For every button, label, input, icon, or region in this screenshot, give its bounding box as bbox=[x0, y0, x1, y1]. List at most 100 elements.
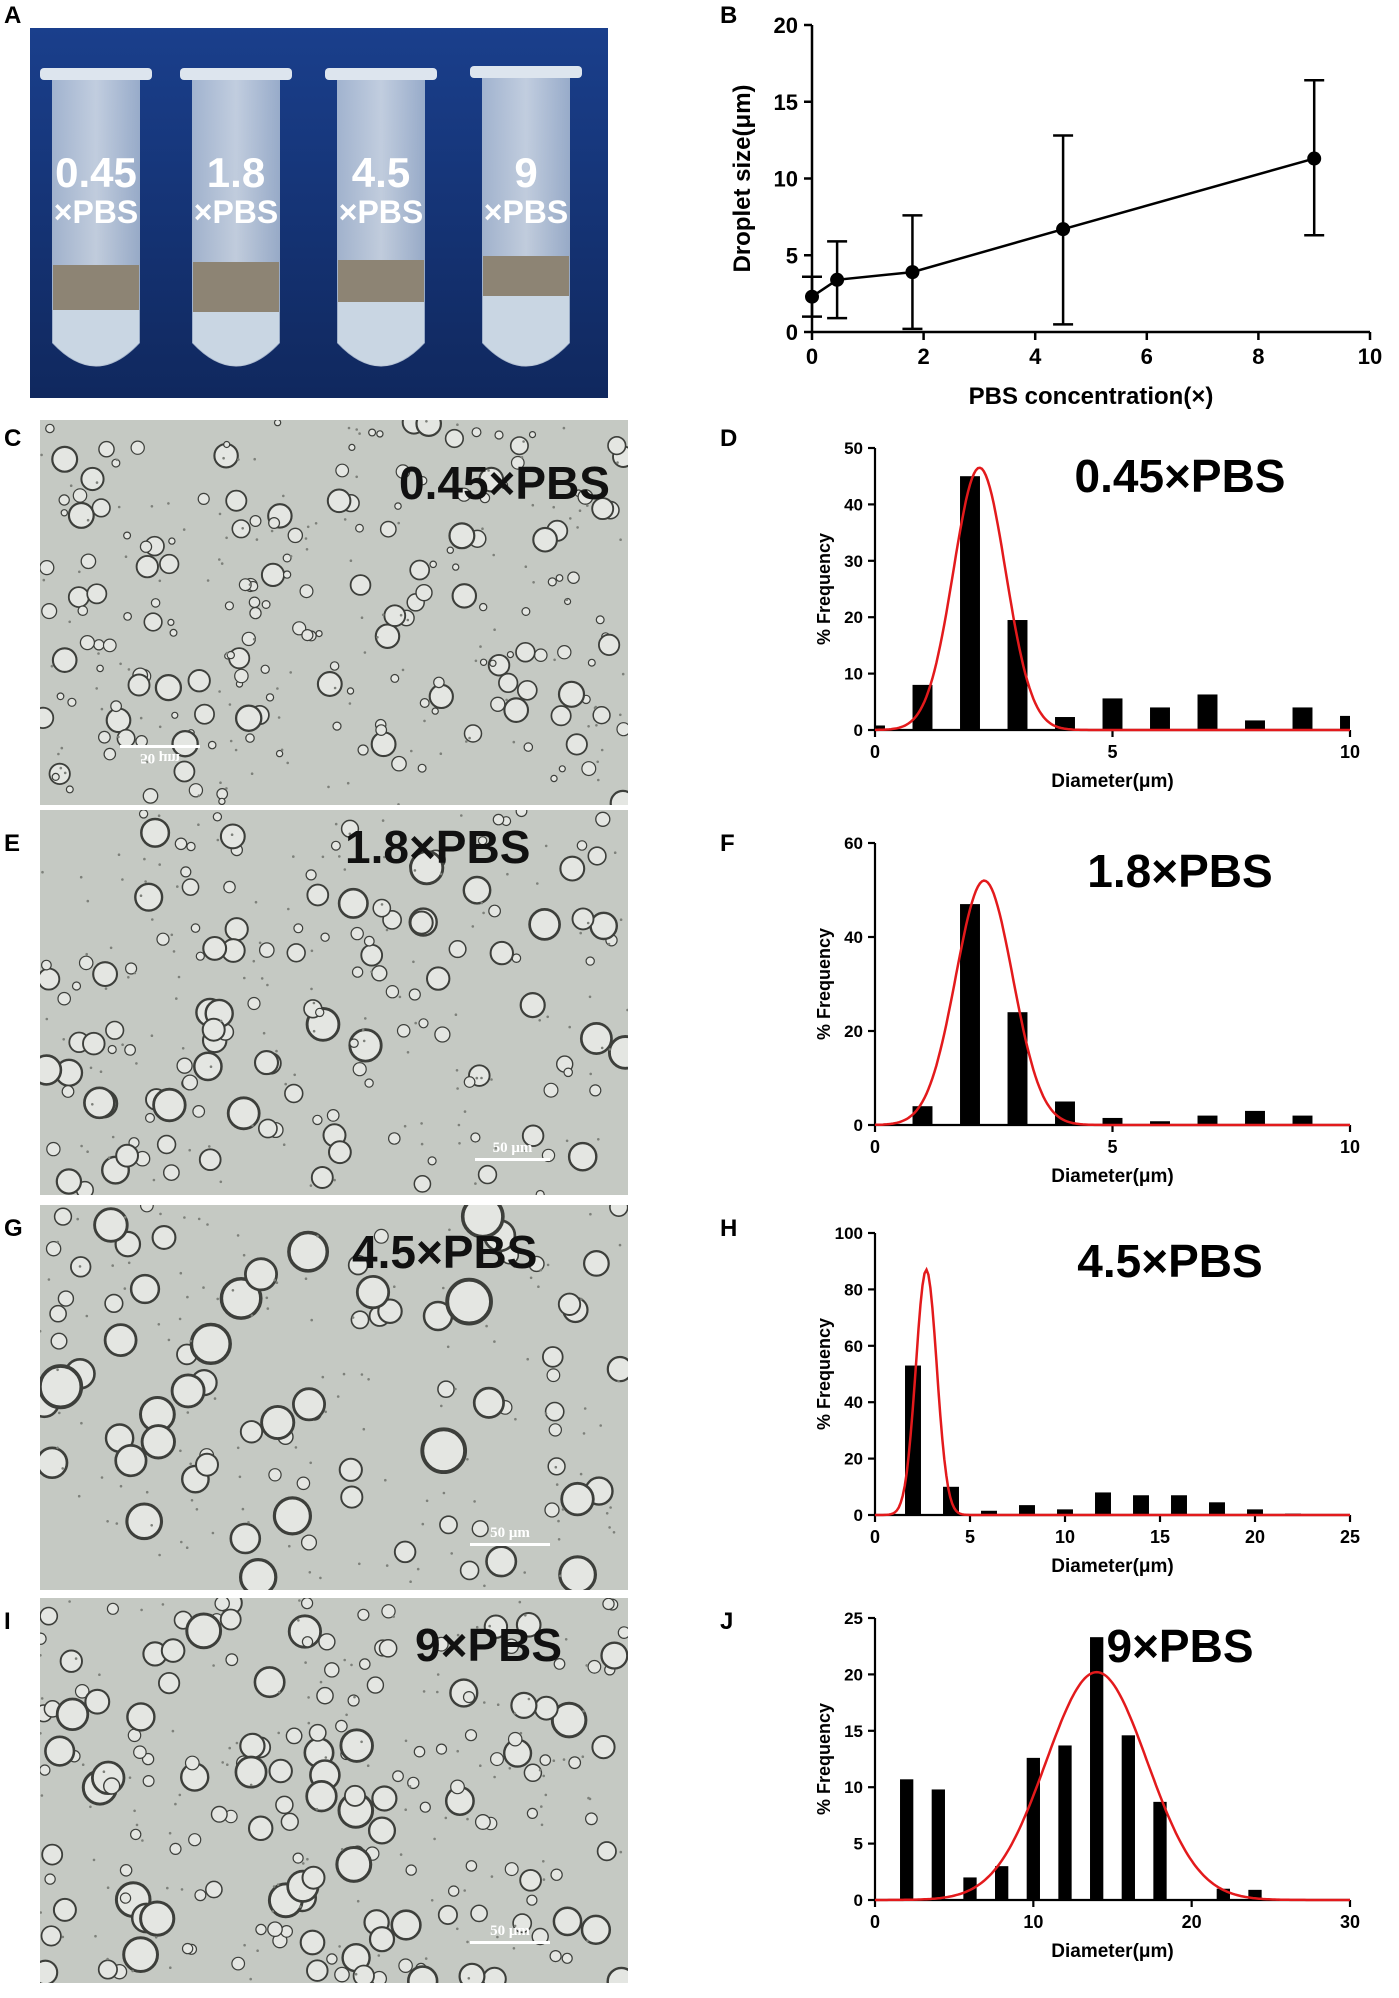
droplet-speck bbox=[597, 778, 600, 782]
droplet bbox=[326, 488, 352, 514]
droplet bbox=[49, 1304, 67, 1323]
droplet-speck bbox=[565, 598, 569, 602]
droplet bbox=[592, 706, 611, 725]
y-tick-label: 0 bbox=[854, 1891, 863, 1910]
droplet bbox=[357, 1608, 370, 1621]
droplet bbox=[272, 1496, 312, 1536]
droplet bbox=[229, 1522, 262, 1555]
droplet bbox=[456, 487, 472, 502]
droplet-speck bbox=[225, 651, 229, 655]
droplet-speck bbox=[40, 1794, 44, 1797]
droplet-speck bbox=[414, 1021, 418, 1025]
droplet-speck bbox=[466, 1458, 469, 1461]
droplet-speck bbox=[356, 1899, 360, 1903]
droplet-speck bbox=[86, 1150, 89, 1153]
droplet bbox=[477, 1164, 498, 1185]
droplet bbox=[589, 1084, 602, 1097]
droplet-speck bbox=[599, 1424, 602, 1427]
droplet bbox=[98, 440, 115, 458]
droplet-speck bbox=[183, 1216, 186, 1219]
tube-label-3-number: 4.5 bbox=[351, 149, 411, 196]
droplet-speck bbox=[348, 702, 352, 705]
droplet-speck bbox=[179, 1271, 183, 1275]
droplet bbox=[105, 707, 132, 734]
droplet-speck bbox=[68, 620, 71, 624]
droplet bbox=[194, 1889, 207, 1902]
droplet bbox=[528, 1255, 545, 1273]
droplet bbox=[52, 1897, 77, 1922]
droplet-speck bbox=[100, 707, 104, 711]
droplet bbox=[338, 1457, 363, 1482]
droplet-speck bbox=[559, 1574, 562, 1578]
droplet bbox=[51, 445, 79, 473]
droplet-speck bbox=[314, 522, 318, 525]
droplet-speck bbox=[56, 1240, 60, 1244]
droplet-speck bbox=[158, 579, 162, 583]
droplet bbox=[40, 559, 55, 576]
droplet-speck bbox=[78, 570, 81, 574]
droplet-speck bbox=[593, 706, 597, 710]
droplet bbox=[67, 501, 95, 529]
droplet bbox=[260, 562, 286, 587]
droplet-speck bbox=[62, 1038, 65, 1041]
droplet bbox=[224, 917, 249, 942]
droplet-speck bbox=[104, 987, 108, 990]
droplet bbox=[561, 1952, 573, 1964]
droplet bbox=[383, 604, 407, 628]
droplet bbox=[385, 984, 400, 999]
droplet-speck bbox=[287, 907, 290, 911]
micrograph-label: 0.45×PBS bbox=[399, 457, 610, 509]
droplet-speck bbox=[619, 918, 623, 921]
droplet bbox=[420, 1427, 468, 1475]
droplet-speck bbox=[343, 518, 347, 521]
droplet bbox=[255, 1923, 267, 1936]
droplet bbox=[110, 700, 122, 713]
droplet-speck bbox=[304, 537, 308, 540]
droplet-speck bbox=[58, 1411, 61, 1415]
droplet-speck bbox=[250, 1314, 254, 1317]
droplet-speck bbox=[185, 1546, 189, 1549]
droplet bbox=[459, 1560, 480, 1581]
droplet-speck bbox=[384, 1478, 387, 1482]
panel-letter-j: J bbox=[720, 1608, 734, 1635]
droplet-speck bbox=[595, 724, 598, 727]
droplet-speck bbox=[381, 613, 385, 617]
droplet-speck bbox=[576, 526, 579, 529]
droplet bbox=[434, 1026, 451, 1043]
droplet bbox=[299, 1929, 326, 1956]
droplet bbox=[445, 1277, 493, 1326]
droplet bbox=[352, 1062, 367, 1077]
droplet-speck bbox=[458, 1142, 461, 1145]
droplet bbox=[158, 1672, 181, 1695]
droplet bbox=[358, 1658, 371, 1670]
droplet bbox=[123, 611, 132, 621]
droplet bbox=[381, 1604, 396, 1619]
droplet-speck bbox=[580, 1297, 583, 1301]
droplet bbox=[355, 523, 364, 533]
droplet-speck bbox=[582, 1709, 585, 1713]
histogram-bar bbox=[1245, 720, 1265, 730]
histogram-bar bbox=[1245, 1110, 1265, 1125]
droplet-speck bbox=[92, 1858, 96, 1862]
droplet bbox=[506, 651, 514, 659]
droplet bbox=[114, 1444, 148, 1478]
droplet bbox=[195, 1452, 219, 1477]
droplet-speck bbox=[327, 785, 330, 789]
droplet-speck bbox=[536, 882, 539, 885]
droplet bbox=[286, 943, 306, 963]
droplet-speck bbox=[416, 1567, 420, 1571]
droplet bbox=[245, 733, 255, 743]
droplet bbox=[96, 664, 104, 673]
droplet-speck bbox=[211, 1531, 215, 1535]
droplet bbox=[135, 554, 159, 579]
tubes-photo: 0.45 ×PBS 1.8 ×PBS 4.5 ×PBS 9 ×PBS bbox=[30, 28, 608, 398]
droplet-speck bbox=[106, 1957, 109, 1961]
droplet bbox=[144, 1112, 155, 1123]
droplet-speck bbox=[542, 1878, 546, 1881]
droplet bbox=[392, 1770, 404, 1783]
droplet bbox=[512, 1913, 533, 1934]
droplet bbox=[223, 880, 236, 894]
droplet bbox=[162, 1164, 180, 1181]
droplet bbox=[315, 630, 323, 638]
droplet bbox=[375, 724, 388, 737]
